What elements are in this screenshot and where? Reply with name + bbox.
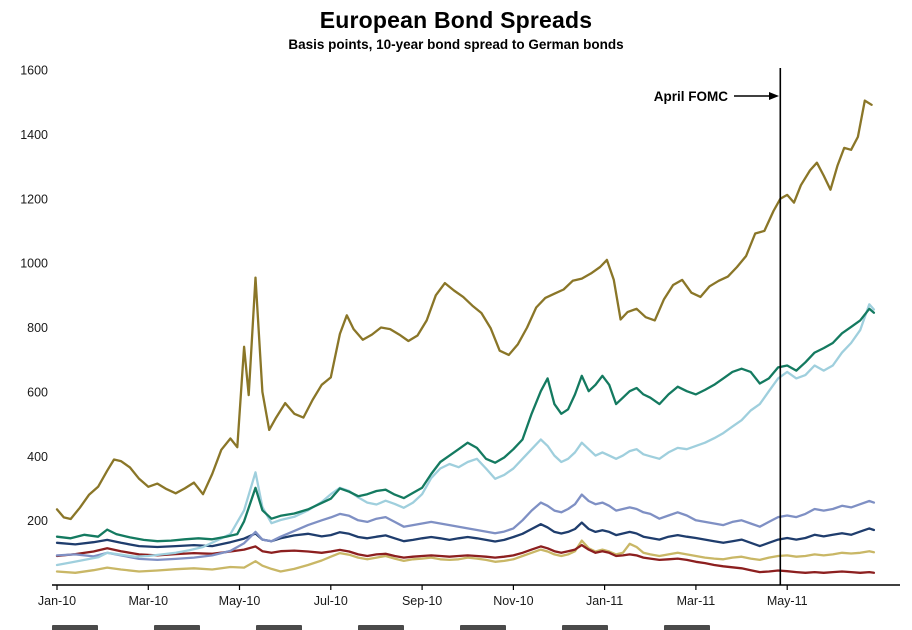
x-tick-label: Jan-10 bbox=[38, 594, 76, 608]
x-tick-label: Mar-10 bbox=[129, 594, 169, 608]
x-tick-label: Mar-11 bbox=[677, 594, 716, 608]
legend-item-navy bbox=[438, 625, 506, 630]
x-tick-label: Jul-10 bbox=[314, 594, 348, 608]
x-tick-label: May-10 bbox=[219, 594, 261, 608]
y-tick-label: 200 bbox=[27, 514, 48, 528]
fomc-arrowhead bbox=[769, 92, 779, 100]
x-tick-label: Nov-10 bbox=[493, 594, 533, 608]
legend-item-green bbox=[132, 625, 200, 630]
series-line-olive bbox=[55, 99, 873, 521]
legend-cutoff-strip bbox=[30, 623, 900, 630]
legend-text-clipped bbox=[52, 625, 98, 630]
series-line-navy bbox=[55, 521, 876, 549]
legend-item-dark-red bbox=[540, 625, 608, 630]
legend-text-clipped bbox=[154, 625, 200, 630]
y-axis-labels: 200 400 600 800 1000 1200 1400 1600 bbox=[20, 64, 48, 529]
legend-text-clipped bbox=[562, 625, 608, 630]
x-tick-label: Sep-10 bbox=[402, 594, 442, 608]
y-tick-label: 1200 bbox=[20, 192, 48, 206]
series-line-green bbox=[55, 307, 876, 543]
x-axis-labels: Jan-10 Mar-10 May-10 Jul-10 Sep-10 Nov-10 Jan-… bbox=[38, 585, 808, 608]
y-tick-label: 1400 bbox=[20, 128, 48, 142]
legend-item-olive bbox=[30, 625, 98, 630]
series-line-tan bbox=[55, 539, 876, 574]
series-line-light-blue bbox=[55, 303, 876, 567]
legend-text-clipped bbox=[358, 625, 404, 630]
chart-title: European Bond Spreads bbox=[319, 7, 593, 33]
series-lines bbox=[55, 99, 876, 574]
y-tick-label: 600 bbox=[27, 385, 48, 399]
legend-text-clipped bbox=[664, 625, 710, 630]
legend-item-tan bbox=[642, 625, 710, 630]
y-tick-label: 400 bbox=[27, 450, 48, 464]
chart-subtitle: Basis points, 10-year bond spread to Ger… bbox=[288, 37, 624, 52]
series-line-slate-blue bbox=[55, 493, 876, 562]
legend-text-clipped bbox=[460, 625, 506, 630]
y-tick-label: 1600 bbox=[20, 64, 48, 78]
legend-item-light-blue bbox=[234, 625, 302, 630]
x-tick-label: Jan-11 bbox=[586, 594, 623, 608]
series-line-dark-red bbox=[55, 543, 876, 574]
y-tick-label: 800 bbox=[27, 321, 48, 335]
y-tick-label: 1000 bbox=[20, 257, 48, 271]
fomc-annotation-label: April FOMC bbox=[654, 89, 728, 104]
x-tick-label: May-11 bbox=[767, 594, 808, 608]
fomc-annotation: April FOMC bbox=[654, 68, 782, 585]
legend-item-slate-blue bbox=[336, 625, 404, 630]
legend-text-clipped bbox=[256, 625, 302, 630]
